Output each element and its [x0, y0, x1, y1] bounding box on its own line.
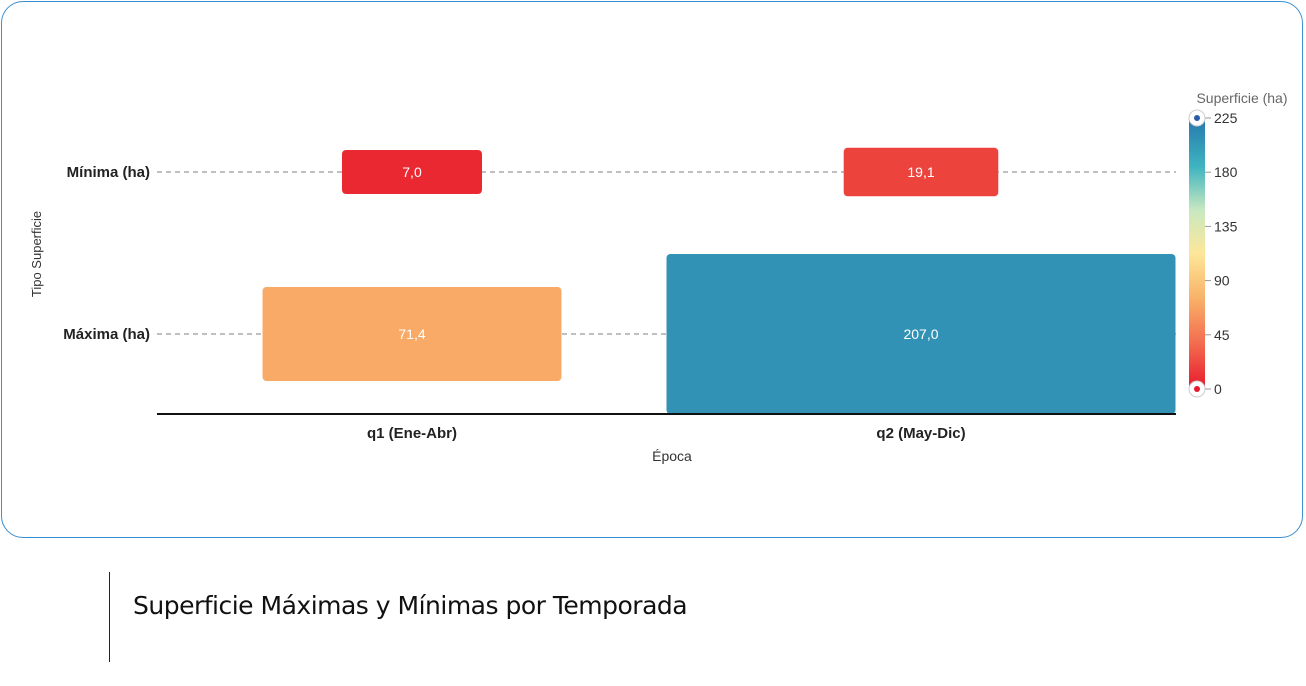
heatmap-cell[interactable]: 207,0 — [666, 254, 1176, 414]
cell-value-label: 19,1 — [907, 164, 934, 180]
color-scale-tick-label: 135 — [1214, 218, 1238, 234]
color-scale-tick-label: 180 — [1214, 164, 1238, 180]
scale-min-handle[interactable] — [1188, 380, 1206, 398]
cell-value-label: 71,4 — [398, 326, 425, 342]
color-scale-bar — [1189, 118, 1205, 389]
x-axis-title: Época — [652, 448, 692, 464]
heatmap-chart: 7,0 19,171,4 207,0 Mínima (ha)Máxima (ha) … — [29, 90, 1288, 464]
heatmap-cell[interactable]: 7,0 — [342, 150, 482, 194]
x-tick-label: q2 (May-Dic) — [876, 425, 965, 442]
color-scale-tick-label: 45 — [1214, 327, 1230, 343]
color-scale-title: Superficie (ha) — [1196, 90, 1287, 106]
caption-divider — [109, 572, 110, 662]
y-axis-title: Tipo Superficie — [29, 211, 44, 297]
color-scale-tick-label: 225 — [1214, 110, 1238, 126]
color-scale-legend: Superficie (ha) 225 180 135 90 45 0 — [1188, 90, 1288, 398]
heatmap-cell[interactable]: 71,4 — [262, 287, 562, 381]
chart-caption: Superficie Máximas y Mínimas por Tempora… — [133, 591, 688, 620]
cell-value-label: 207,0 — [903, 326, 938, 342]
x-tick-label: q1 (Ene-Abr) — [367, 425, 457, 442]
color-scale-tick-label: 0 — [1214, 381, 1222, 397]
y-tick-label: Máxima (ha) — [63, 326, 150, 343]
scale-max-handle[interactable] — [1188, 109, 1206, 127]
y-tick-label: Mínima (ha) — [67, 164, 150, 181]
cell-value-label: 7,0 — [402, 164, 422, 180]
color-scale-tick-label: 90 — [1214, 273, 1230, 289]
heatmap-cell[interactable]: 19,1 — [843, 147, 999, 197]
